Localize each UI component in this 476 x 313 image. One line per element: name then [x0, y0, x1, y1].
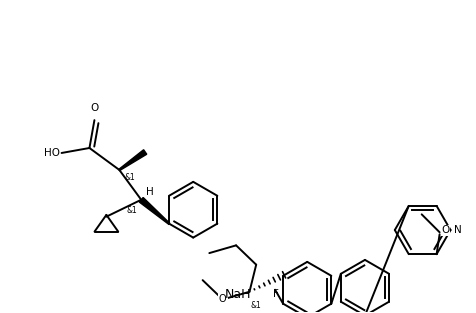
Text: &1: &1: [250, 301, 261, 310]
Text: &1: &1: [124, 173, 135, 182]
Text: O: O: [90, 103, 99, 113]
Text: F: F: [273, 289, 279, 299]
Polygon shape: [139, 198, 169, 224]
Polygon shape: [119, 150, 147, 171]
Text: &1: &1: [127, 206, 137, 215]
Text: N: N: [454, 225, 461, 235]
Text: NaH: NaH: [225, 288, 251, 301]
Text: O: O: [219, 295, 227, 305]
Text: H: H: [146, 187, 154, 197]
Text: HO: HO: [44, 148, 60, 158]
Text: O: O: [442, 225, 450, 235]
